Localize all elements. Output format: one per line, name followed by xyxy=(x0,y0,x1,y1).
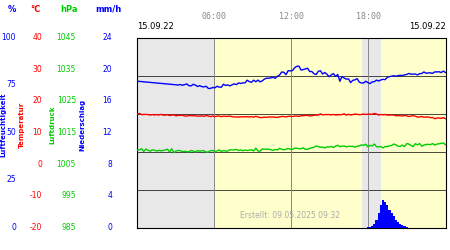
Text: 16: 16 xyxy=(103,96,112,105)
Text: 0: 0 xyxy=(107,223,112,232)
Bar xyxy=(386,205,388,228)
Bar xyxy=(388,210,391,228)
Text: 20: 20 xyxy=(103,65,112,74)
Text: 4: 4 xyxy=(107,191,112,200)
Text: 18:00: 18:00 xyxy=(356,12,381,21)
Text: Temperatur: Temperatur xyxy=(19,102,25,148)
Text: 25: 25 xyxy=(6,176,16,184)
Bar xyxy=(381,38,446,228)
Text: 1035: 1035 xyxy=(57,65,76,74)
Text: 75: 75 xyxy=(6,80,16,90)
Text: Niederschlag: Niederschlag xyxy=(79,99,85,151)
Bar xyxy=(393,216,395,228)
Bar xyxy=(405,227,408,228)
Text: 15.09.22: 15.09.22 xyxy=(137,22,174,31)
Text: 50: 50 xyxy=(6,128,16,137)
Text: 0: 0 xyxy=(11,223,16,232)
Text: 1005: 1005 xyxy=(57,160,76,169)
Text: 10: 10 xyxy=(32,128,42,137)
Bar xyxy=(367,227,369,228)
Text: hPa: hPa xyxy=(60,5,77,14)
Text: 06:00: 06:00 xyxy=(202,12,227,21)
Bar xyxy=(378,213,380,228)
Text: mm/h: mm/h xyxy=(95,5,121,14)
Text: 0: 0 xyxy=(37,160,42,169)
Text: -10: -10 xyxy=(30,191,42,200)
Bar xyxy=(384,202,386,228)
Bar xyxy=(401,225,404,228)
Text: 15.09.22: 15.09.22 xyxy=(409,22,446,31)
Text: °C: °C xyxy=(30,5,40,14)
Text: 1025: 1025 xyxy=(57,96,76,105)
Bar xyxy=(362,38,381,228)
Text: 30: 30 xyxy=(32,65,42,74)
Bar xyxy=(391,213,393,228)
Text: 8: 8 xyxy=(107,160,112,169)
Text: 100: 100 xyxy=(1,33,16,42)
Text: 995: 995 xyxy=(61,191,76,200)
Text: 985: 985 xyxy=(62,223,76,232)
Bar xyxy=(395,220,397,228)
Bar xyxy=(371,226,374,228)
Text: -20: -20 xyxy=(30,223,42,232)
Text: 1045: 1045 xyxy=(57,33,76,42)
Bar xyxy=(399,224,401,228)
Bar xyxy=(374,224,375,228)
Bar xyxy=(382,200,384,228)
Text: Erstellt: 09.05.2025 09:32: Erstellt: 09.05.2025 09:32 xyxy=(240,211,340,220)
Bar xyxy=(375,220,378,228)
Text: 1015: 1015 xyxy=(57,128,76,137)
Text: 40: 40 xyxy=(32,33,42,42)
Text: 20: 20 xyxy=(32,96,42,105)
Text: %: % xyxy=(8,5,16,14)
Bar xyxy=(404,226,405,228)
Text: 12:00: 12:00 xyxy=(279,12,304,21)
Bar xyxy=(380,205,382,228)
Bar xyxy=(369,227,371,228)
Text: 24: 24 xyxy=(103,33,112,42)
Text: Luftdruck: Luftdruck xyxy=(49,106,55,144)
Bar xyxy=(214,38,362,228)
Bar xyxy=(397,222,399,228)
Bar xyxy=(137,38,214,228)
Text: 12: 12 xyxy=(103,128,112,137)
Text: Luftfeuchtigkeit: Luftfeuchtigkeit xyxy=(0,93,6,157)
